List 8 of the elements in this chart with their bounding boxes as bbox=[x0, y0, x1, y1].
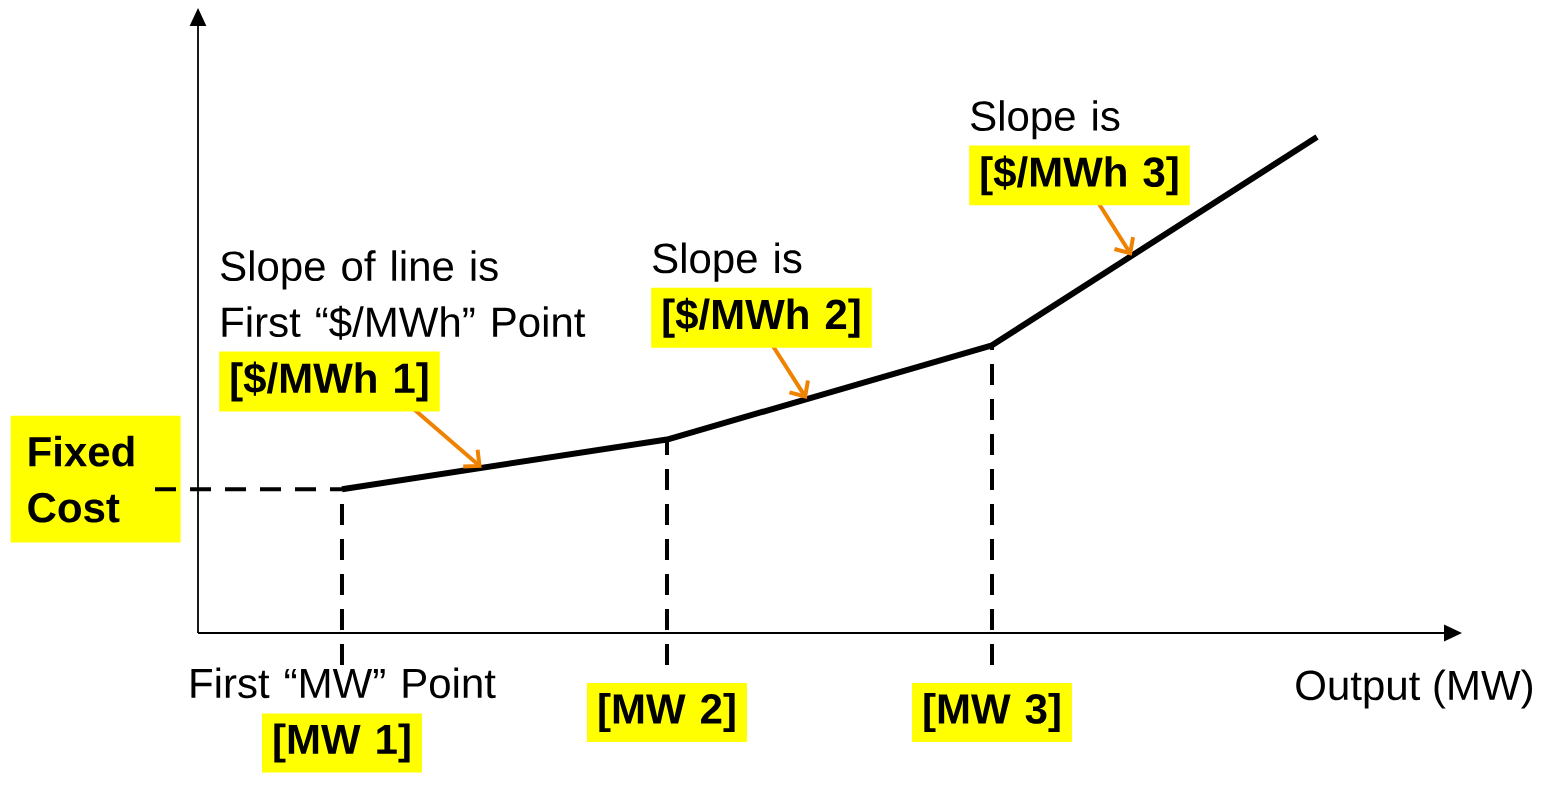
annotation: Slope of line is First “$/MWh” Point [$/MWh 1] bbox=[221, 250, 586, 402]
x-tick-label: [MW 3] bbox=[924, 692, 1060, 733]
x-tick-label: First “MW” Point [MW 1] bbox=[191, 667, 496, 763]
x-tick-label: [MW 2] bbox=[599, 692, 735, 733]
x-axis-title: Output (MW) bbox=[1296, 669, 1532, 709]
ref-line-label: Fixed Cost bbox=[28, 435, 134, 523]
annotation: Slope is [$/MWh 3] bbox=[971, 100, 1178, 196]
annotation: Slope is [$/MWh 2] bbox=[653, 242, 860, 338]
